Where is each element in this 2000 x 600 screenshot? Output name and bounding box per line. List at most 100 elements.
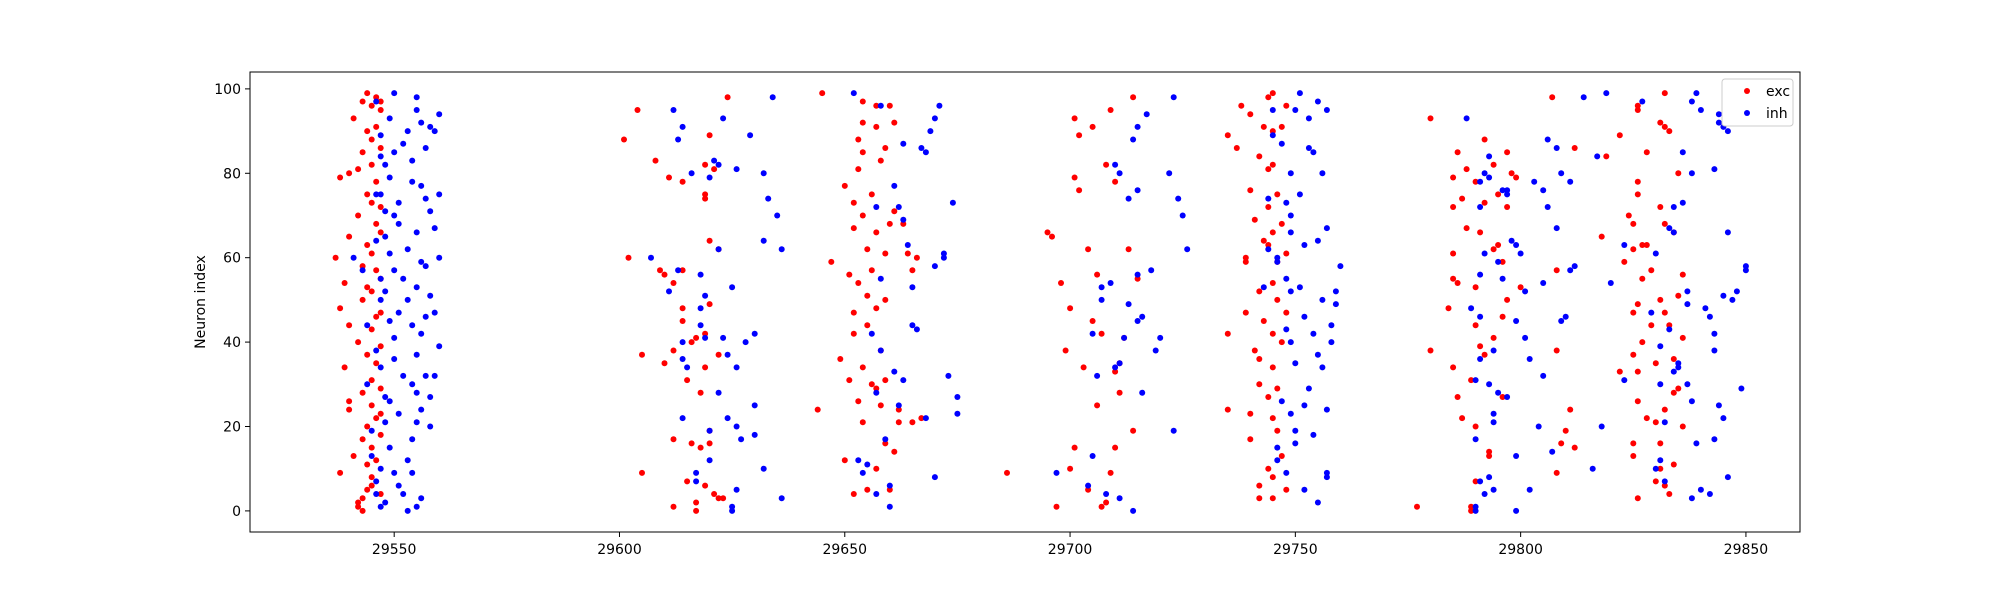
spike-point-exc [359,389,366,396]
spike-point-inh [684,364,691,371]
x-tick-label: 29700 [1048,542,1093,558]
spike-point-inh [400,140,407,147]
spike-point-exc [364,242,371,248]
spike-point-inh [382,233,389,240]
points-layer [332,90,1749,514]
spike-point-exc [1495,242,1502,248]
spike-point-inh [1139,313,1146,320]
spike-point-inh [1112,161,1119,168]
spike-point-exc [1661,309,1668,316]
spike-point-inh [904,242,911,248]
spike-point-inh [1089,330,1096,337]
spike-point-exc [364,128,371,135]
spike-point-inh [931,474,938,481]
spike-point-inh [729,507,736,514]
spike-point-inh [765,195,772,202]
spike-point-exc [346,322,353,329]
spike-point-inh [1328,339,1335,346]
spike-point-exc [1071,174,1078,181]
spike-point-inh [413,229,420,236]
spike-point-inh [1558,170,1565,177]
spike-point-inh [1504,394,1511,400]
spike-point-exc [625,254,632,261]
spike-point-inh [377,153,384,160]
spike-point-exc [1504,296,1511,303]
spike-point-inh [422,145,429,151]
spike-point-exc [1571,145,1578,151]
spike-point-inh [760,237,767,244]
spike-point-inh [1706,313,1713,320]
spike-point-exc [837,356,844,362]
spike-point-exc [1089,123,1096,130]
spike-point-exc [868,267,875,274]
legend-marker-exc [1744,88,1750,94]
spike-point-inh [1274,444,1281,451]
spike-point-inh [1292,107,1299,113]
spike-point-inh [1522,288,1529,295]
spike-point-exc [359,263,366,270]
spike-point-exc [706,132,713,139]
spike-point-exc [1233,145,1240,151]
spike-point-exc [1639,275,1646,282]
spike-point-inh [1688,495,1695,502]
spike-point-exc [891,448,898,455]
spike-point-exc [1242,254,1249,261]
spike-point-inh [1472,503,1479,510]
spike-point-inh [418,406,425,413]
spike-point-inh [760,465,767,472]
spike-point-inh [431,309,438,316]
spike-point-inh [1652,465,1659,472]
spike-point-exc [679,178,686,185]
spike-point-inh [1283,326,1290,333]
spike-point-exc [702,330,709,337]
spike-point-inh [1540,372,1547,379]
spike-point-exc [1062,347,1069,354]
spike-point-inh [1652,250,1659,257]
spike-point-inh [1130,507,1137,514]
spike-point-inh [859,469,866,476]
x-tick-label: 29800 [1498,542,1543,558]
spike-point-exc [873,465,880,472]
spike-point-inh [1495,258,1502,265]
spike-point-inh [738,436,745,443]
spike-point-inh [1301,486,1308,493]
spike-point-inh [1598,423,1605,430]
spike-point-inh [1666,225,1673,232]
spike-point-inh [715,389,722,396]
spike-point-exc [1112,444,1119,451]
spike-point-inh [1094,372,1101,379]
spike-point-exc [1224,132,1231,139]
spike-point-inh [382,499,389,506]
spike-point-exc [1269,90,1276,97]
spike-point-exc [368,288,375,295]
spike-point-inh [1184,246,1191,253]
spike-point-inh [1305,115,1312,122]
spike-point-inh [364,322,371,329]
spike-point-exc [670,436,677,443]
spike-point-inh [936,102,943,109]
spike-point-exc [364,461,371,468]
spike-point-inh [404,507,411,514]
spike-point-exc [337,469,344,476]
spike-point-inh [1170,427,1177,434]
spike-point-exc [1247,410,1254,417]
spike-point-exc [1269,415,1276,422]
spike-point-inh [1711,347,1718,354]
spike-point-exc [1472,423,1479,430]
spike-point-exc [1044,229,1051,236]
spike-point-inh [1711,436,1718,443]
spike-point-exc [882,250,889,257]
spike-point-inh [418,119,425,126]
spike-point-inh [1666,326,1673,333]
spike-point-inh [1098,296,1105,303]
spike-point-exc [1490,246,1497,253]
spike-point-inh [1265,246,1272,253]
spike-point-inh [386,174,393,181]
spike-point-inh [1553,225,1560,232]
spike-point-inh [1571,263,1578,270]
spike-point-exc [850,199,857,206]
spike-point-exc [1513,174,1520,181]
spike-point-inh [688,170,695,177]
spike-point-inh [697,305,704,312]
spike-point-exc [634,107,641,113]
